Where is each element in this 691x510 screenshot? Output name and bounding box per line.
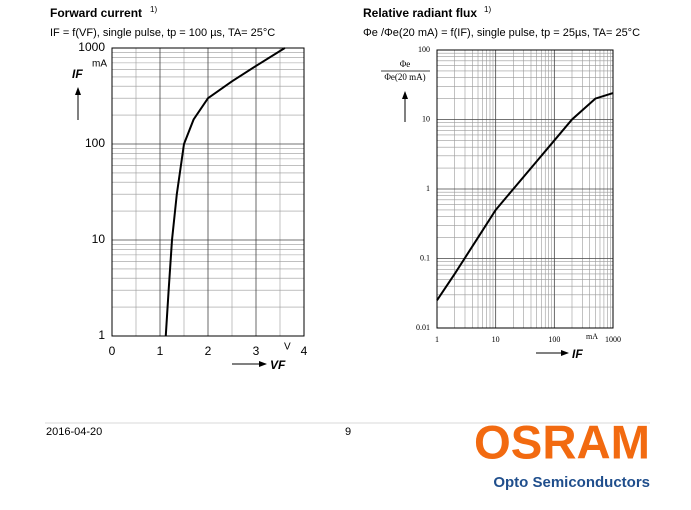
- page-number: 9: [345, 426, 351, 438]
- chart-title: Relative radiant flux: [363, 6, 477, 20]
- y-tick-label: 10: [422, 114, 430, 123]
- x-tick-label: 1000: [605, 335, 621, 344]
- y-tick-label: 100: [418, 45, 430, 54]
- x-tick-label: 2: [205, 344, 212, 358]
- y-label-denominator: Φe(20 mA): [384, 72, 425, 82]
- y-label: IF: [72, 67, 83, 81]
- y-tick-label: 1: [426, 184, 430, 193]
- x-tick-label: 3: [253, 344, 260, 358]
- logo-tagline: Opto Semiconductors: [493, 474, 650, 491]
- x-tick-label: 4: [301, 344, 308, 358]
- x-label: IF: [572, 347, 583, 361]
- y-tick-label: 10: [92, 232, 106, 246]
- x-tick-label: 100: [548, 335, 560, 344]
- footnote: 1): [484, 5, 491, 14]
- x-unit: mA: [586, 332, 598, 341]
- data-line: [436, 92, 614, 301]
- chart-subtitle: Φe /Φe(20 mA) = f(IF), single pulse, tp …: [363, 27, 640, 39]
- chart-subtitle: IF = f(VF), single pulse, tp = 100 µs, T…: [50, 27, 275, 39]
- x-label: VF: [270, 358, 286, 372]
- y-tick-label: 100: [85, 136, 105, 150]
- x-unit: V: [284, 342, 291, 353]
- footer-date: 2016-04-20: [46, 426, 102, 438]
- y-tick-label: 0.1: [420, 253, 430, 262]
- x-tick-label: 1: [435, 335, 439, 344]
- footnote: 1): [150, 5, 157, 14]
- plot-frame: [111, 47, 305, 337]
- plot-frame: [436, 49, 614, 329]
- y-tick-label: 1: [98, 328, 105, 342]
- logo: OSRAM: [474, 415, 650, 468]
- data-line: [164, 47, 286, 337]
- y-label-numerator: Φe: [400, 59, 411, 69]
- x-tick-label: 0: [109, 344, 116, 358]
- y-unit: mA: [92, 59, 107, 70]
- y-tick-label: 1000: [78, 40, 105, 54]
- y-tick-label: 0.01: [416, 323, 430, 332]
- chart-title: Forward current: [50, 6, 142, 20]
- x-tick-label: 1: [157, 344, 164, 358]
- x-tick-label: 10: [492, 335, 500, 344]
